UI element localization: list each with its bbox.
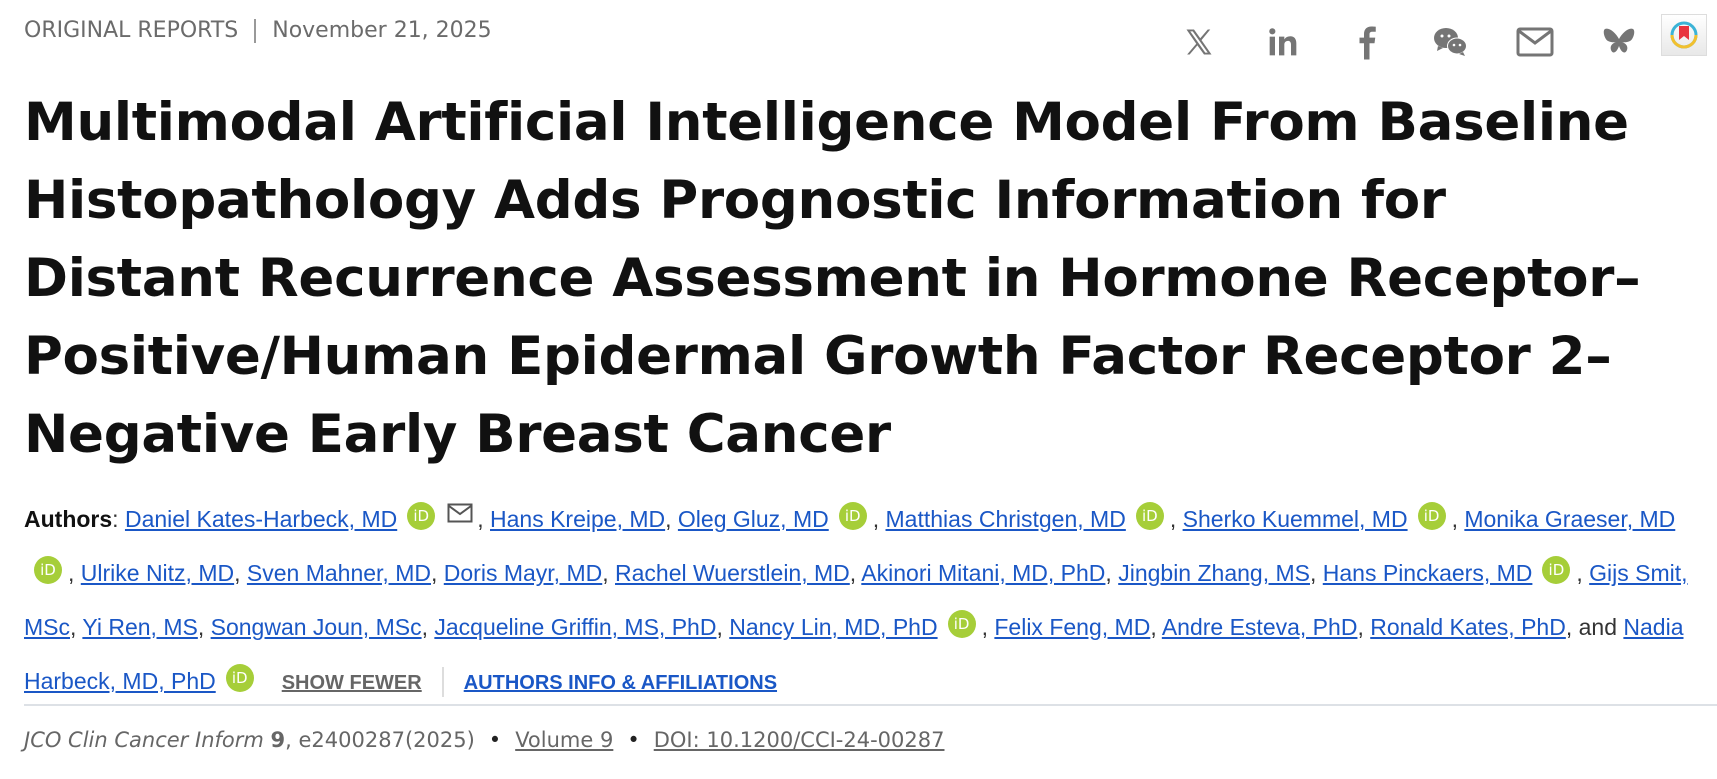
bookmark-app-button[interactable] (1661, 14, 1707, 56)
author-link[interactable]: Ronald Kates, PhD (1370, 614, 1566, 640)
email-author-icon[interactable] (447, 488, 473, 542)
orcid-icon[interactable]: iD (1542, 556, 1571, 584)
bookmark-app-icon (1670, 21, 1698, 49)
author-link[interactable]: Jingbin Zhang, MS (1118, 560, 1310, 586)
email-icon (1516, 27, 1554, 57)
author-link[interactable]: Gijs Smit, MSc (24, 560, 1688, 640)
volume-link[interactable]: Volume 9 (515, 728, 614, 752)
author-link[interactable]: Sven Mahner, MD (246, 560, 431, 586)
author-link[interactable]: Daniel Kates-Harbeck, MD (124, 506, 398, 532)
article-number: , e2400287(2025) (285, 728, 475, 752)
journal-volume: 9 (270, 728, 286, 752)
author-link[interactable]: Nadia Harbeck, MD, PhD (24, 614, 1684, 694)
article-title: Multimodal Artificial Intelligence Model… (24, 92, 1641, 465)
and-text: and (1578, 614, 1617, 640)
doi-link[interactable]: DOI: 10.1200/CCI-24-00287 (653, 728, 945, 752)
facebook-icon (1359, 26, 1376, 60)
author-link[interactable]: Monika Graeser, MD (1464, 506, 1676, 532)
citation: JCO Clin Cancer Inform 9, e2400287(2025)… (24, 728, 944, 752)
author-link[interactable]: Hans Kreipe, MD (490, 506, 666, 532)
orcid-icon[interactable]: iD (838, 502, 867, 530)
author-link[interactable]: Sherko Kuemmel, MD (1182, 506, 1408, 532)
orcid-icon[interactable]: iD (225, 664, 254, 692)
author-link[interactable]: Rachel Wuerstlein, MD (615, 560, 850, 586)
share-bar (1157, 14, 1707, 66)
author-link[interactable]: Songwan Joun, MSc (210, 614, 422, 640)
orcid-icon[interactable]: iD (34, 556, 62, 584)
publish-date: November 21, 2025 (272, 18, 492, 43)
journal-name: JCO Clin Cancer Inform (24, 728, 264, 752)
share-email-button[interactable] (1493, 18, 1577, 66)
share-wechat-button[interactable] (1409, 18, 1493, 66)
bullet: • (627, 728, 640, 752)
author-link[interactable]: Doris Mayr, MD (443, 560, 603, 586)
orcid-icon[interactable]: iD (1417, 502, 1446, 530)
author-link[interactable]: Matthias Christgen, MD (885, 506, 1126, 532)
author-link[interactable]: Ulrike Nitz, MD (80, 560, 235, 586)
author-link[interactable]: Hans Pinckaers, MD (1322, 560, 1533, 586)
bullet: • (488, 728, 502, 752)
author-link[interactable]: Andre Esteva, PhD (1161, 614, 1358, 640)
wechat-icon (1434, 28, 1467, 56)
authors-label: Authors (24, 506, 113, 532)
divider (441, 667, 444, 697)
share-facebook-button[interactable] (1325, 18, 1409, 66)
divider (254, 18, 257, 43)
linkedin-icon (1269, 28, 1297, 56)
section-label: ORIGINAL REPORTS (24, 18, 239, 43)
orcid-icon[interactable]: iD (1135, 502, 1164, 530)
authors-info-affiliations-button[interactable]: AUTHORS INFO & AFFILIATIONS (463, 672, 778, 694)
author-link[interactable]: Jacqueline Griffin, MS, PhD (434, 614, 717, 640)
show-fewer-button[interactable]: SHOW FEWER (281, 672, 422, 694)
author-link[interactable]: Yi Ren, MS (82, 614, 198, 640)
author-link[interactable]: Felix Feng, MD (994, 614, 1151, 640)
author-link[interactable]: Oleg Gluz, MD (677, 506, 829, 532)
orcid-icon[interactable]: iD (947, 610, 976, 638)
divider (24, 704, 1717, 706)
share-bluesky-button[interactable] (1577, 18, 1661, 66)
share-x-button[interactable] (1157, 18, 1241, 66)
orcid-icon[interactable]: iD (407, 502, 436, 530)
share-linkedin-button[interactable] (1241, 18, 1325, 66)
x-icon (1186, 29, 1212, 55)
author-list: Authors: Daniel Kates-Harbeck, MD iD, Han… (24, 488, 1714, 710)
author-link[interactable]: Akinori Mitani, MD, PhD (861, 560, 1106, 586)
bluesky-icon (1603, 28, 1635, 53)
author-link[interactable]: Nancy Lin, MD, PhD (729, 614, 938, 640)
article-meta: ORIGINAL REPORTS November 21, 2025 (24, 18, 492, 43)
